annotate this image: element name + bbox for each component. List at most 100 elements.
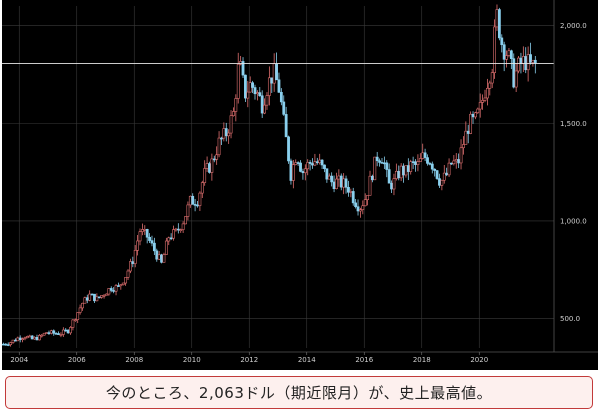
- candle-body: [198, 192, 202, 206]
- candle-body: [325, 168, 329, 180]
- candle-body: [354, 202, 358, 208]
- candle-body: [109, 288, 113, 291]
- candle-body: [361, 205, 365, 210]
- y-tick-label: 2,000.0: [560, 22, 587, 30]
- candle-body: [169, 237, 173, 240]
- candle-body: [308, 162, 312, 164]
- candle-body: [344, 178, 348, 188]
- candle-body: [234, 98, 238, 112]
- candle-body: [485, 87, 489, 99]
- candle-body: [483, 97, 487, 101]
- candle-body: [95, 296, 99, 302]
- candle-body: [45, 332, 48, 334]
- y-tick-label: 1,000.0: [560, 217, 587, 225]
- candle-body: [179, 229, 183, 231]
- candle-body: [160, 254, 163, 263]
- candle-body: [291, 164, 295, 181]
- candle-body: [155, 250, 159, 260]
- candle-body: [330, 175, 334, 183]
- candle-body: [85, 297, 89, 301]
- candle-body: [157, 254, 161, 260]
- candle-body: [152, 242, 156, 252]
- candle-body: [76, 312, 80, 320]
- candle-body: [184, 216, 187, 225]
- candle-body: [21, 338, 25, 341]
- candle-body: [57, 333, 60, 335]
- candle-body: [164, 240, 168, 255]
- candle-body: [148, 236, 151, 241]
- candle-body: [172, 229, 175, 239]
- candle-body: [526, 54, 530, 71]
- candle-body: [255, 92, 259, 95]
- candle-body: [421, 152, 425, 159]
- candle-body: [112, 290, 116, 292]
- candle-body: [129, 261, 132, 272]
- candle-body: [150, 240, 154, 244]
- candle-body: [220, 137, 223, 140]
- candle-body: [117, 285, 120, 287]
- candle-body: [481, 100, 485, 103]
- candle-body: [529, 54, 532, 63]
- candle-body: [382, 162, 386, 165]
- candle-body: [306, 162, 310, 170]
- candle-body: [227, 132, 231, 137]
- candle-body: [93, 293, 96, 302]
- candle-body: [356, 206, 360, 212]
- candle-body: [16, 337, 20, 342]
- candle-body: [426, 157, 429, 164]
- y-tick-label: 1,500.0: [560, 120, 587, 128]
- candle-body: [428, 163, 432, 165]
- chart-svg: 1,805.50 500.01,000.01,500.02,000.020042…: [2, 0, 598, 370]
- candle-body: [215, 154, 219, 160]
- candle-body: [402, 165, 405, 176]
- candle-body: [299, 162, 302, 172]
- candle-body: [186, 204, 190, 217]
- candle-body: [97, 296, 101, 299]
- candle-body: [193, 204, 197, 206]
- candle-body: [380, 162, 384, 164]
- candle-body: [327, 175, 331, 180]
- candle-body: [6, 344, 10, 346]
- candle-body: [260, 95, 264, 114]
- x-tick-label: 2006: [68, 356, 86, 364]
- candle-body: [397, 170, 401, 179]
- candle-body: [277, 79, 281, 93]
- candle-body: [440, 179, 444, 186]
- candle-body: [25, 336, 29, 339]
- candle-body: [521, 56, 525, 64]
- candle-body: [466, 130, 470, 134]
- candle-body: [188, 195, 192, 206]
- candle-body: [244, 74, 247, 99]
- candle-body: [366, 195, 370, 200]
- y-axis-panel: [554, 0, 598, 370]
- candle-body: [267, 77, 271, 96]
- candle-body: [136, 240, 140, 251]
- candle-body: [318, 159, 322, 164]
- candle-body: [131, 261, 135, 264]
- x-tick-label: 2016: [355, 356, 373, 364]
- candle-body: [222, 128, 226, 139]
- candle-body: [196, 204, 199, 207]
- candle-body: [392, 178, 396, 190]
- candle-body: [174, 228, 178, 231]
- candle-body: [524, 56, 528, 71]
- candle-body: [301, 171, 305, 174]
- candle-body: [88, 293, 92, 301]
- candle-body: [385, 162, 389, 170]
- candle-body: [47, 332, 51, 334]
- candle-body: [320, 159, 324, 166]
- candle-body: [351, 191, 355, 204]
- candle-body: [457, 159, 461, 164]
- candle-body: [133, 249, 137, 264]
- candle-body: [73, 319, 77, 321]
- candle-body: [368, 175, 372, 196]
- candle-body: [270, 77, 274, 84]
- caption-box: 今のところ、2,063ドル（期近限月）が、史上最高値。: [5, 376, 593, 409]
- x-tick-label: 2014: [298, 356, 316, 364]
- candle-body: [200, 182, 204, 194]
- candle-body: [390, 182, 393, 190]
- candle-body: [114, 285, 118, 292]
- y-tick-label: 500.0: [560, 315, 580, 323]
- candle-body: [289, 160, 293, 181]
- candle-body: [474, 112, 477, 118]
